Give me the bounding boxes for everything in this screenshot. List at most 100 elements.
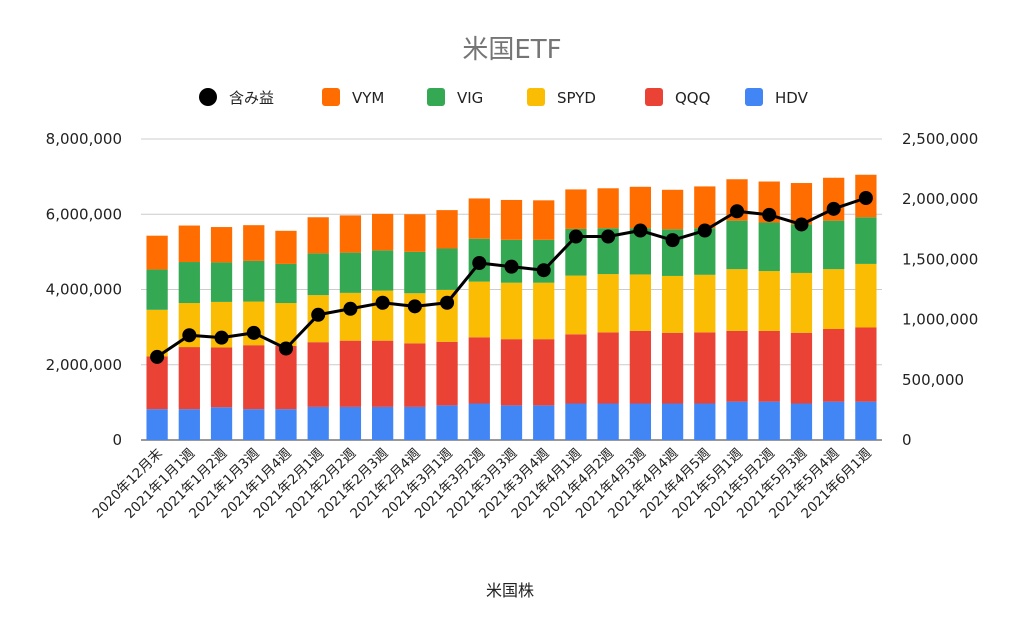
bar-qqq [694,332,716,404]
bar-vym [371,213,394,251]
legend-label: HDV [775,89,809,107]
line-point [601,229,616,244]
line-point [246,325,261,340]
bar-hdv [533,405,555,440]
bar-vig [275,263,297,304]
bar-spyd [823,269,845,330]
line-point [568,229,583,244]
bar-vym [468,198,490,239]
bar-hdv [500,405,523,440]
line-point [472,256,487,271]
line-point [858,190,873,205]
bar-spyd [339,292,362,341]
bar-qqq [404,343,426,407]
bar-vig [855,217,877,264]
legend-item: QQQ [645,88,710,107]
line-point [407,299,422,314]
bar-qqq [758,330,780,402]
line-point [536,263,551,278]
y-tick-label-left: 2,000,000 [46,356,122,374]
legend-item: HDV [745,88,809,107]
bar-qqq [146,356,168,410]
bar-qqq [275,345,297,410]
bar-vig [210,262,233,302]
bar-vig [307,253,329,296]
bar-hdv [210,407,233,440]
line-point [182,328,197,343]
bar-hdv [758,401,780,440]
y-tick-label-left: 6,000,000 [46,205,122,223]
bar-hdv [243,409,265,440]
bar-spyd [661,275,684,333]
bar-hdv [565,403,587,440]
y-tick-label-right: 500,000 [902,371,964,389]
bar-vym [307,217,329,254]
bar-spyd [726,269,748,331]
legend-swatch [645,88,663,106]
bar-hdv [146,409,168,440]
bar-qqq [307,342,329,407]
legend-swatch [745,88,763,106]
bar-hdv [629,403,652,440]
bar-spyd [275,303,297,346]
bar-qqq [371,340,394,407]
line-point [762,207,777,222]
line-point [311,307,326,322]
line-point [730,204,745,219]
bar-qqq [629,330,652,404]
bar-spyd [758,271,780,331]
bar-vig [790,224,813,273]
legend-item: 含み益 [199,88,274,107]
bar-spyd [629,274,652,331]
bar-vym [339,215,362,253]
y-tick-label-right: 1,500,000 [902,250,978,268]
bar-vig [371,250,394,291]
bar-spyd [597,274,619,333]
bar-qqq [468,337,490,404]
bar-qqq [726,330,748,402]
y-tick-label-right: 0 [902,431,912,449]
legend-label: 含み益 [229,89,274,107]
y-axis-left: 0 2,000,000 4,000,000 6,000,000 8,000,000 [46,130,122,449]
bar-vig [178,262,200,304]
legend-item: SPYD [527,88,596,107]
bar-vym [275,230,297,264]
x-axis-label: 米国株 [486,581,534,600]
bar-vym [178,225,200,263]
bar-vig [726,220,748,270]
legend-swatch [322,88,340,106]
legend-item: VIG [427,88,483,107]
bar-spyd [694,274,716,333]
legend: 含み益 VYM VIG SPYD QQQ HDV [199,88,809,107]
bar-vym [436,210,458,249]
bar-hdv [275,409,297,440]
bar-vym [210,227,233,263]
bar-qqq [210,347,233,408]
line-point [375,295,390,310]
bar-hdv [694,403,716,440]
bar-qqq [597,332,619,404]
line-point [826,201,841,216]
bar-qqq [790,332,813,404]
bar-spyd [790,272,813,333]
bar-qqq [855,327,877,402]
bar-vig [823,220,845,270]
bar-vym [565,189,587,229]
bar-vig [146,269,168,310]
bar-hdv [436,405,458,440]
legend-label: VYM [352,89,384,107]
bar-vym [661,189,684,230]
line-point [214,330,229,345]
bar-qqq [500,339,523,406]
bar-vym [629,186,652,229]
bar-vym [694,186,716,229]
bar-hdv [404,406,426,440]
bar-vym [533,200,555,240]
line-point [794,217,809,232]
legend-swatch [527,88,545,106]
bar-spyd [500,282,523,340]
bar-spyd [146,309,168,357]
bar-qqq [339,340,362,407]
